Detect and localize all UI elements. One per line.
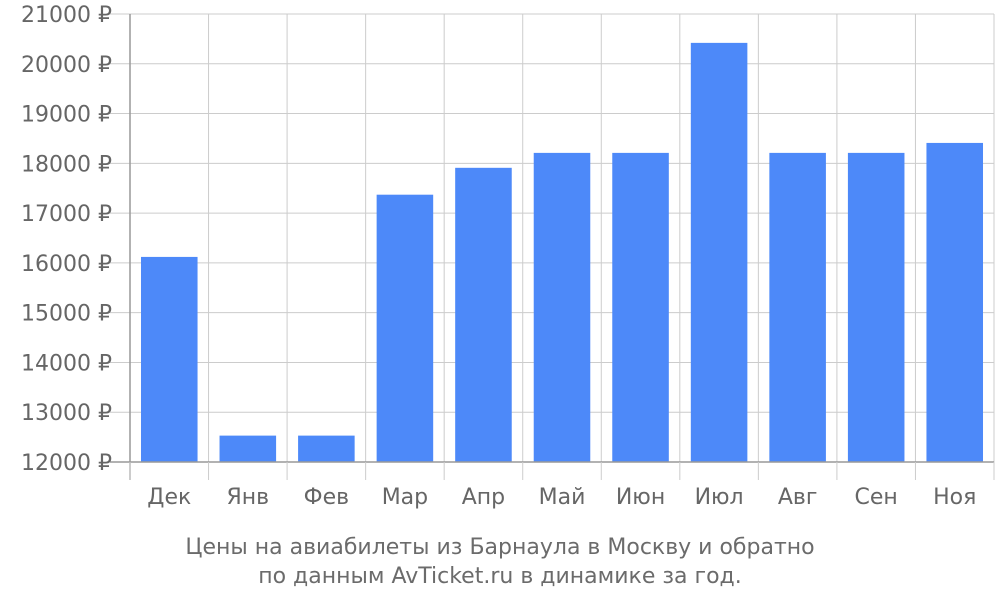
bar-2	[298, 435, 355, 462]
axes	[110, 14, 995, 480]
x-tick-label: Янв	[226, 485, 269, 510]
x-tick-labels: Дек Янв Фев Мар Апр Май Июн Июл Авг Сен Ноя	[147, 485, 976, 510]
y-tick-label: 17000 ₽	[21, 202, 112, 227]
x-tick-label: Май	[539, 485, 586, 510]
bar-7	[690, 42, 748, 462]
y-tick-label: 20000 ₽	[21, 53, 112, 78]
y-tick-label: 14000 ₽	[21, 351, 112, 376]
bar-10	[926, 142, 984, 462]
x-tick-label: Мар	[382, 485, 428, 510]
x-tick-label: Авг	[778, 485, 818, 510]
bar-chart: 12000 ₽ 13000 ₽ 14000 ₽ 15000 ₽ 16000 ₽ 17000…	[21, 3, 995, 510]
y-tick-labels: 12000 ₽ 13000 ₽ 14000 ₽ 15000 ₽ 16000 ₽ 17000…	[21, 3, 112, 476]
y-tick-label: 21000 ₽	[21, 3, 112, 28]
bars	[140, 42, 984, 462]
x-tick-label: Ноя	[933, 485, 976, 510]
x-tick-label: Дек	[147, 485, 191, 510]
x-tick-label: Июн	[616, 485, 665, 510]
x-tick-label: Июл	[695, 485, 744, 510]
bar-1	[219, 435, 277, 462]
bar-3	[376, 194, 434, 462]
bar-5	[533, 152, 591, 462]
bar-0	[140, 256, 198, 462]
x-tick-label: Апр	[462, 485, 505, 510]
bar-9	[847, 152, 905, 462]
y-tick-label: 16000 ₽	[21, 252, 112, 277]
y-tick-label: 15000 ₽	[21, 302, 112, 327]
x-tick-label: Фев	[304, 485, 349, 510]
x-tick-label: Сен	[855, 485, 898, 510]
y-tick-label: 13000 ₽	[21, 401, 112, 426]
bar-8	[769, 152, 826, 462]
y-tick-label: 12000 ₽	[21, 451, 112, 476]
bar-6	[612, 152, 669, 462]
y-tick-label: 19000 ₽	[21, 103, 112, 128]
chart-caption-line-1: Цены на авиабилеты из Барнаула в Москву …	[185, 535, 815, 560]
y-tick-label: 18000 ₽	[21, 152, 112, 177]
chart-caption-line-2: по данным AvTicket.ru в динамике за год.	[258, 564, 742, 589]
bar-4	[455, 167, 512, 462]
